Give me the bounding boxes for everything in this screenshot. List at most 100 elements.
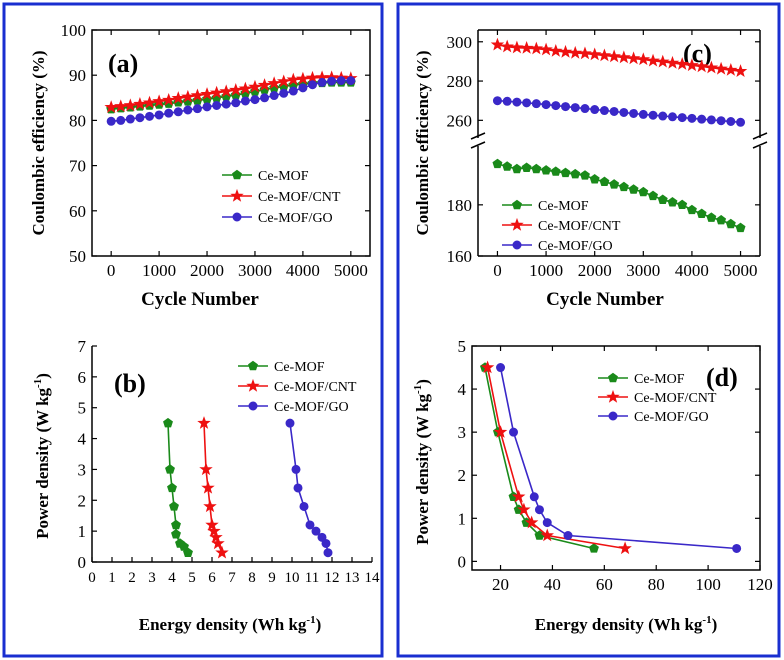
panel-b-x-tick-label: 3	[148, 570, 156, 586]
panel-a-x-tick-label: 4000	[286, 261, 320, 280]
panel-a-x-tick-label: 5000	[334, 261, 368, 280]
panel-d-label: (d)	[706, 363, 738, 392]
panel-d-y-axis-title-end: )	[413, 379, 432, 385]
panel-c-ce-mof-point	[550, 166, 561, 176]
panel-c-ce-mof-point	[618, 181, 629, 192]
panel-b-ce-mof-go-point	[311, 526, 321, 536]
panel-a-ce-mof-go-point	[240, 96, 250, 106]
panel-a-ce-mof-go-point	[288, 86, 298, 96]
panel-c-ce-mof-go-point	[619, 107, 629, 117]
panel-c-ce-mof-cnt-point	[490, 37, 505, 51]
panel-a-ce-mof-go-point	[192, 104, 202, 114]
panel-b-ce-mof-go-point	[323, 548, 333, 558]
panel-a-ce-mof-go-point	[327, 76, 337, 86]
panel-a-y-ticks: 50 60 70 80 90 100	[61, 21, 370, 266]
panel-a-y-axis-title: Coulombic efficiency (%)	[29, 50, 48, 235]
right-frame	[396, 2, 781, 658]
panel-d-x-axis-title-end: )	[712, 615, 718, 634]
panel-b-ce-mof-point	[163, 417, 173, 428]
panel-c-ce-mof-go-point	[541, 100, 551, 110]
panel-c-ce-mof-cnt-point	[539, 42, 553, 56]
panel-c-ce-mof-point	[667, 197, 678, 207]
panel-c-ce-mof-point	[521, 162, 532, 172]
panel-c-ce-mof-point	[580, 170, 590, 180]
panel-a-ce-mof-go-point	[212, 100, 222, 110]
panel-d-ce-mof-go-point	[542, 518, 552, 528]
panel-a-ce-mof-go-point	[346, 76, 356, 86]
panel-b-ce-mof-go-point	[321, 538, 331, 548]
panel-a-x-axis-title: Cycle Number	[141, 289, 259, 310]
panel-c-y-tick-label: 260	[447, 111, 473, 130]
panel-c-ce-mof-cnt-point	[646, 53, 660, 67]
panel-a-ce-mof-cnt-point	[267, 76, 281, 90]
panel-a-ce-mof-go-point	[116, 115, 126, 125]
panel-c-ce-mof-go-point	[726, 117, 736, 127]
panel-d-x-ticks: 20 40 60 80 100 120	[492, 346, 773, 594]
panel-c-ce-mof-point	[716, 214, 727, 225]
panel-c-axis-break-mark-4	[752, 141, 768, 149]
panel-c-legend-ce-mof-cnt-marker	[510, 217, 524, 231]
panel-b-y-axis-title-main: Power density (W kg	[33, 387, 52, 538]
panel-a-y-tick-label: 70	[69, 157, 86, 176]
panel-c-ce-mof-point	[609, 179, 620, 189]
panel-b-ce-mof-go-point	[293, 483, 303, 493]
panel-c-ce-mof-go-point	[667, 112, 677, 122]
panel-c-ce-mof-go-point	[599, 106, 609, 116]
panel-d-y-ticks: 0 1 2 3 4 5	[458, 337, 760, 571]
panel-b-legend-ce-mof-label: Ce-MOF	[274, 360, 325, 375]
panel-c-ce-mof-point	[735, 222, 746, 233]
panel-a-ce-mof-cnt-point	[248, 79, 262, 93]
panel-c-x-tick-label: 4000	[675, 261, 709, 280]
panel-c-ce-mof-go-point	[629, 108, 639, 118]
panel-c-ce-mof-cnt-point	[704, 60, 719, 74]
panel-d-y-tick-label: 3	[458, 423, 467, 442]
panel-c-ce-mof-cnt-point	[694, 59, 709, 73]
panel-a-ce-mof-cnt-point	[209, 85, 224, 99]
panel-a-ce-mof-go-point	[221, 99, 231, 109]
panel-c-x-tick-label: 2000	[578, 261, 612, 280]
panel-c-axis-break-mark-2	[470, 141, 486, 149]
panel-c-ce-mof-cnt-point	[733, 64, 748, 77]
panel-d-y-tick-label: 5	[458, 337, 467, 356]
panel-d-ce-mof-cnt-point	[480, 360, 495, 374]
panel-b-y-axis-title-end: )	[33, 373, 52, 379]
panel-a-legend-ce-mof-go-label: Ce-MOF/GO	[258, 211, 333, 226]
panel-b-y-tick-label: 4	[78, 430, 87, 449]
panel-c-ce-mof-point	[628, 184, 639, 194]
panel-a-legend-ce-mof-cnt-label: Ce-MOF/CNT	[258, 190, 341, 205]
panel-b-ce-mof-cnt-point	[197, 416, 211, 429]
panel-a-ce-mof-go-point	[154, 110, 164, 120]
panel-b-x-axis-title: Energy density (Wh kg-1)	[139, 614, 322, 634]
panel-b-series	[163, 416, 333, 559]
panel-c-ce-mof-go-point	[492, 96, 502, 106]
panel-b-x-ticks: 0 1 2 3 4 5 6 7 8 9 10 11 12 13 14	[88, 557, 380, 586]
panel-a-y-tick-label: 50	[69, 247, 86, 266]
panel-c-ce-mof-go-point	[716, 116, 726, 126]
panel-c-ce-mof-cnt-point	[529, 41, 544, 55]
panel-a-x-tick-label: 2000	[190, 261, 224, 280]
panel-c-ce-mof-go-point	[697, 114, 707, 124]
panel-b-ce-mof-cnt-point	[203, 499, 217, 513]
panel-c-y-tick-label: 280	[447, 72, 473, 91]
panel-b-legend-ce-mof-cnt-label: Ce-MOF/CNT	[274, 380, 357, 395]
panel-d-ce-mof-go-point	[509, 427, 519, 437]
panel-c-ce-mof-cnt-point	[636, 52, 651, 66]
panel-d-y-tick-label: 1	[458, 509, 467, 528]
panel-b-legend-ce-mof-cnt-marker	[246, 378, 260, 392]
panel-c-legend-ce-mof-marker	[512, 199, 522, 210]
panel-c-ce-mof-cnt-point	[675, 57, 689, 70]
panel-b-legend: Ce-MOF Ce-MOF/CNT Ce-MOF/GO	[238, 360, 357, 415]
panel-b-x-tick-label: 4	[168, 570, 176, 586]
panel-c-ce-mof-point	[570, 168, 581, 179]
panel-c-ce-mof-go-point	[677, 113, 687, 123]
panel-c-ce-mof-cnt-point	[510, 40, 524, 54]
panel-b-ce-mof-go-point	[291, 464, 301, 474]
panel-c-ce-mof-go-point	[561, 102, 571, 112]
panel-b-x-tick-label: 12	[325, 570, 340, 586]
panel-c-y-tick-label: 300	[447, 33, 473, 52]
panel-c-x-tick-label: 5000	[724, 261, 758, 280]
panel-d-ce-mof-cnt-point	[540, 528, 554, 542]
panel-b-ce-mof-go-point	[305, 520, 315, 530]
